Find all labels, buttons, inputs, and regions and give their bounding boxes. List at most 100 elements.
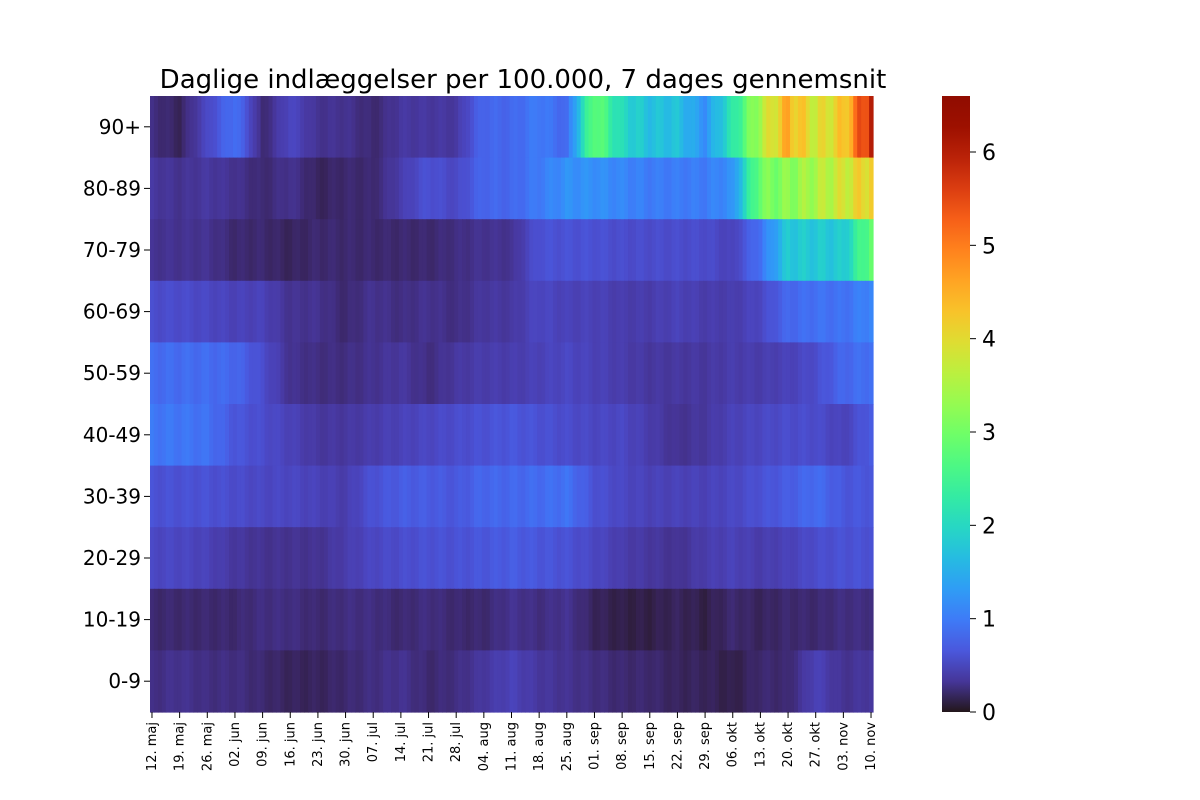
heatmap-cell <box>169 96 175 159</box>
heatmap-cell <box>718 157 724 220</box>
heatmap-cell <box>165 650 171 713</box>
heatmap-cell <box>643 157 649 220</box>
x-tick-label: 19. maj <box>173 722 188 771</box>
heatmap-cell <box>687 219 692 282</box>
heatmap-cell <box>853 342 858 405</box>
heatmap-cell <box>703 404 708 467</box>
heatmap-cell <box>489 650 495 713</box>
x-tick-label: 29. sep <box>698 722 713 770</box>
heatmap-cell <box>560 342 566 405</box>
heatmap-cell <box>813 219 819 282</box>
heatmap-cell <box>359 465 364 528</box>
heatmap-cell <box>505 465 511 528</box>
heatmap-cell <box>335 650 341 713</box>
heatmap-cell <box>418 219 424 282</box>
heatmap-cell <box>707 588 712 651</box>
heatmap-cell <box>414 527 420 590</box>
heatmap-cell <box>683 157 688 220</box>
heatmap-cell <box>489 280 495 343</box>
heatmap-cell <box>387 465 392 528</box>
heatmap-cell <box>663 157 669 220</box>
heatmap-cell <box>446 157 451 220</box>
heatmap-cell <box>181 527 187 590</box>
heatmap-cell <box>620 280 625 343</box>
heatmap-cell <box>521 280 526 343</box>
heatmap-cell <box>225 280 230 343</box>
heatmap-cell <box>406 465 412 528</box>
heatmap-cell <box>339 96 345 159</box>
x-tick-label: 22. sep <box>670 722 685 770</box>
heatmap-cell <box>560 527 566 590</box>
heatmap-cell <box>809 650 815 713</box>
heatmap-cell <box>418 404 424 467</box>
heatmap-cell <box>193 404 199 467</box>
heatmap-cell <box>193 157 199 220</box>
heatmap-cell <box>604 404 609 467</box>
heatmap-cell <box>288 96 293 159</box>
heatmap-cell <box>635 280 641 343</box>
heatmap-cell <box>817 219 823 282</box>
heatmap-cell <box>584 465 590 528</box>
heatmap-cell <box>525 588 530 651</box>
heatmap-cell <box>189 588 195 651</box>
heatmap-cell <box>473 650 479 713</box>
heatmap-cell <box>817 280 823 343</box>
heatmap-cell <box>406 219 412 282</box>
heatmap-cell <box>809 219 815 282</box>
heatmap-cell <box>225 404 230 467</box>
heatmap-cell <box>711 157 716 220</box>
heatmap-cell <box>406 527 412 590</box>
heatmap-cell <box>513 465 519 528</box>
heatmap-cell <box>608 219 613 282</box>
heatmap-cell <box>825 157 831 220</box>
heatmap-cell <box>655 96 661 159</box>
heatmap-cell <box>414 96 420 159</box>
heatmap-cell <box>659 219 665 282</box>
heatmap-cell <box>635 527 641 590</box>
heatmap-cell <box>624 588 629 651</box>
heatmap-cell <box>335 280 341 343</box>
heatmap-cell <box>786 96 791 159</box>
heatmap-cell <box>402 280 408 343</box>
heatmap-cell <box>722 527 728 590</box>
heatmap-cell <box>671 527 677 590</box>
heatmap-cell <box>687 96 692 159</box>
heatmap-cell <box>470 342 475 405</box>
heatmap-cell <box>323 527 329 590</box>
heatmap-cell <box>762 342 767 405</box>
heatmap-cell <box>825 219 831 282</box>
heatmap-cell <box>367 588 372 651</box>
heatmap-cell <box>165 280 171 343</box>
heatmap-cell <box>236 465 242 528</box>
heatmap-cell <box>280 96 285 159</box>
heatmap-cell <box>568 527 574 590</box>
heatmap-cell <box>454 465 459 528</box>
heatmap-cell <box>738 280 744 343</box>
heatmap-cell <box>695 96 700 159</box>
heatmap-cell <box>438 527 443 590</box>
heatmap-cell <box>714 588 720 651</box>
heatmap-cell <box>221 96 226 159</box>
heatmap-cell <box>438 342 443 405</box>
heatmap-cell <box>635 404 641 467</box>
heatmap-cell <box>497 527 503 590</box>
heatmap-cell <box>711 588 716 651</box>
heatmap-cell <box>327 650 333 713</box>
heatmap-cell <box>505 404 511 467</box>
heatmap-cell <box>173 465 179 528</box>
heatmap-cell <box>177 157 183 220</box>
heatmap-cell <box>201 280 206 343</box>
heatmap-cell <box>252 157 258 220</box>
heatmap-cell <box>308 527 313 590</box>
heatmap-cell <box>150 588 155 651</box>
heatmap-cell <box>517 588 522 651</box>
heatmap-cell <box>438 219 443 282</box>
heatmap-cell <box>414 404 420 467</box>
heatmap-cell <box>240 219 246 282</box>
heatmap-cell <box>525 465 530 528</box>
heatmap-cell <box>398 650 404 713</box>
heatmap-cell <box>363 588 368 651</box>
heatmap-cell <box>770 404 775 467</box>
heatmap-cell <box>837 157 842 220</box>
heatmap-cell <box>153 342 159 405</box>
